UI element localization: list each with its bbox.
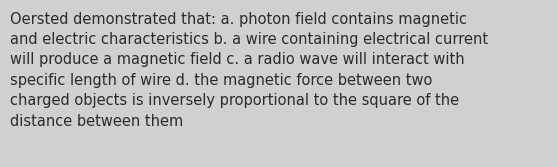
Text: Oersted demonstrated that: a. photon field contains magnetic
and electric charac: Oersted demonstrated that: a. photon fie… xyxy=(10,12,488,129)
